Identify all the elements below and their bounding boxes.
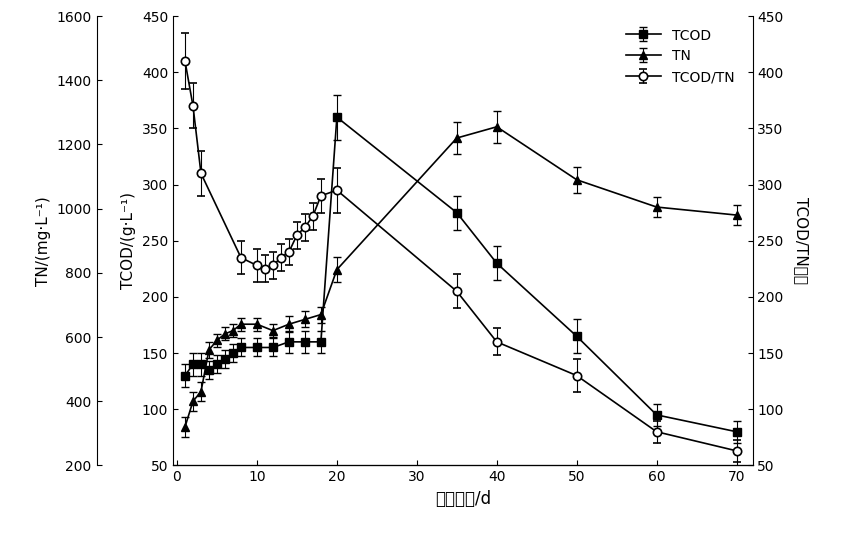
Y-axis label: TN/(mg·L⁻¹): TN/(mg·L⁻¹) bbox=[36, 196, 51, 286]
Y-axis label: TCOD/(g·L⁻¹): TCOD/(g·L⁻¹) bbox=[121, 192, 136, 289]
X-axis label: 堆肥时间/d: 堆肥时间/d bbox=[435, 490, 490, 508]
Legend: TCOD, TN, TCOD/TN: TCOD, TN, TCOD/TN bbox=[620, 23, 740, 90]
Y-axis label: TCOD/TN比例: TCOD/TN比例 bbox=[794, 197, 809, 284]
